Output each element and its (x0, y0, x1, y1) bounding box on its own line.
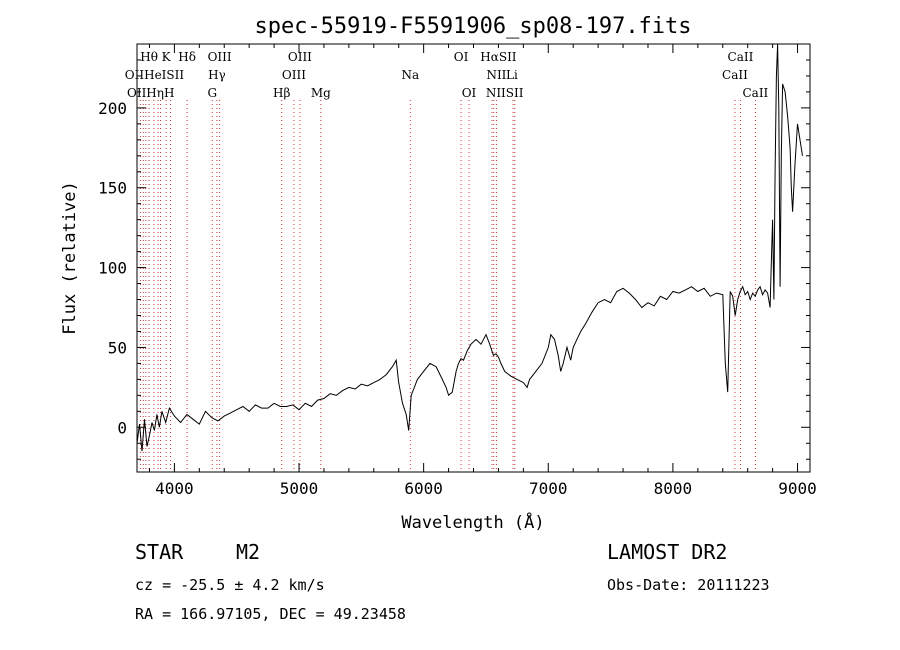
y-tick-label: 0 (117, 418, 127, 437)
line-label: Hβ (273, 86, 290, 100)
x-tick-label: 9000 (778, 479, 817, 498)
survey-name: LAMOST DR2 (607, 540, 728, 564)
plot-frame (136, 43, 811, 473)
line-label: NII (486, 68, 506, 82)
x-axis: 4000 5000 6000 7000 8000 9000 (148, 44, 817, 498)
line-label: OIII (288, 50, 312, 64)
redshift-velocity: cz = -25.5 ± 4.2 km/s (135, 576, 325, 594)
line-label: OIII (282, 68, 306, 82)
coordinates: RA = 166.97105, DEC = 49.23458 (135, 605, 406, 623)
x-tick-label: 4000 (155, 479, 194, 498)
line-label: CaII (722, 68, 748, 82)
y-axis: 0 50 100 150 200 (98, 43, 810, 460)
line-label: Hδ (178, 50, 196, 64)
x-axis-label: Wavelength (Å) (401, 511, 544, 533)
line-label: CaII (742, 86, 768, 100)
y-tick-label: 50 (108, 338, 127, 357)
observation-date: Obs-Date: 20111223 (607, 576, 770, 594)
x-tick-label: 6000 (404, 479, 443, 498)
y-tick-label: 100 (98, 259, 127, 278)
line-label: Mg (311, 86, 331, 100)
line-label: CaII (728, 50, 754, 64)
spectral-subclass: M2 (236, 540, 261, 564)
line-label: Na (401, 68, 419, 82)
line-label: Hθ (140, 50, 158, 64)
line-label: NIISII (486, 86, 524, 100)
x-tick-label: 8000 (654, 479, 693, 498)
chart-title: spec-55919-F5591906_sp08-197.fits (254, 14, 691, 39)
emission-line-markers (139, 100, 756, 472)
x-tick-label: 7000 (529, 479, 568, 498)
line-label: OIIHηH (127, 86, 174, 100)
object-type: STAR (135, 540, 184, 564)
line-label: OIII (208, 50, 232, 64)
y-axis-label: Flux (relative) (60, 181, 80, 335)
spectrum-line (136, 43, 803, 452)
emission-line-labels: Hθ K Hδ OIII OIII OI HαSII CaII OIIHeISII Hγ OIII N… (125, 50, 769, 100)
line-label: HαSII (480, 50, 517, 64)
line-label: G (207, 86, 217, 100)
line-label: Hγ (208, 68, 226, 82)
x-tick-label: 5000 (280, 479, 319, 498)
y-tick-label: 200 (98, 99, 127, 118)
line-label: Li (506, 68, 518, 82)
line-label: K (162, 50, 172, 64)
line-label: OI (454, 50, 469, 64)
line-label: OIIHeISII (125, 68, 185, 82)
y-tick-label: 150 (98, 179, 127, 198)
line-label: OI (462, 86, 477, 100)
